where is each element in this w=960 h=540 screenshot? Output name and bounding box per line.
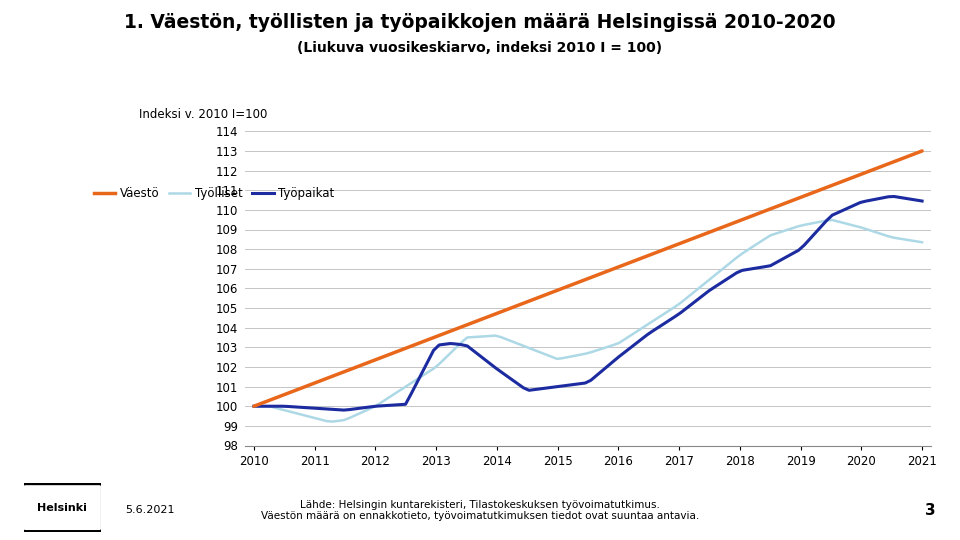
Text: (Liukuva vuosikeskiarvo, indeksi 2010 I = 100): (Liukuva vuosikeskiarvo, indeksi 2010 I … (298, 40, 662, 55)
Text: Indeksi v. 2010 I=100: Indeksi v. 2010 I=100 (139, 109, 268, 122)
Text: 3: 3 (925, 503, 936, 518)
Text: Lähde: Helsingin kuntarekisteri, Tilastokeskuksen työvoimatutkimus.
Väestön määr: Lähde: Helsingin kuntarekisteri, Tilasto… (261, 500, 699, 521)
Legend: Väestö, Työlliset, Työpaikat: Väestö, Työlliset, Työpaikat (89, 183, 339, 205)
FancyBboxPatch shape (22, 484, 103, 531)
Text: 1. Väestön, työllisten ja työpaikkojen määrä Helsingissä 2010-2020: 1. Väestön, työllisten ja työpaikkojen m… (124, 14, 836, 32)
Text: Helsinki: Helsinki (37, 503, 87, 512)
Text: 5.6.2021: 5.6.2021 (125, 505, 175, 515)
